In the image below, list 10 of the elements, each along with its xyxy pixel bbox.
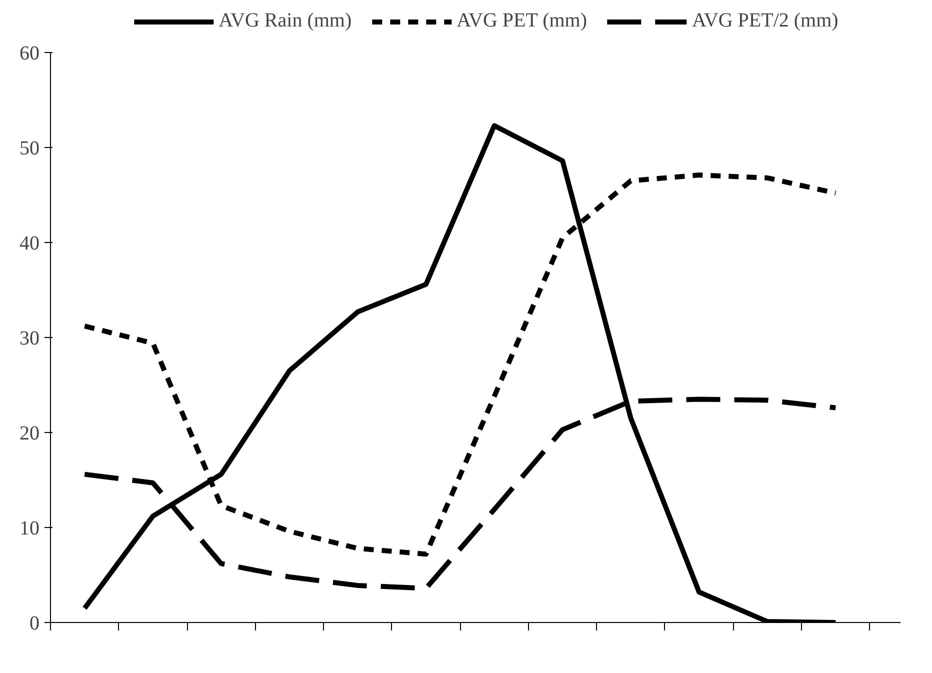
y-tick-label: 50 <box>20 138 40 160</box>
y-tick-label: 0 <box>30 612 40 634</box>
legend-label: AVG PET (mm) <box>456 10 588 32</box>
y-tick-label: 20 <box>20 422 40 444</box>
legend-label: AVG Rain (mm) <box>218 10 352 32</box>
y-tick-label: 60 <box>20 42 40 64</box>
legend-label: AVG PET/2 (mm) <box>692 10 838 32</box>
y-tick-label: 10 <box>20 518 40 540</box>
y-tick-label: 40 <box>20 232 40 254</box>
y-tick-label: 30 <box>20 328 40 350</box>
